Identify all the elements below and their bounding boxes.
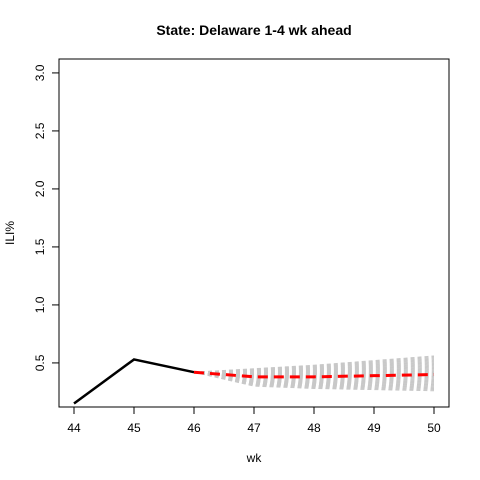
y-tick-label: 0.5 (33, 354, 47, 371)
ensemble-line (193, 365, 435, 375)
plot-frame (58, 58, 450, 408)
ensemble-line (193, 371, 435, 383)
ensemble-line (193, 359, 435, 373)
ensemble-line (193, 371, 435, 381)
ensemble-line (193, 359, 435, 373)
y-tick-label: 1.5 (33, 238, 47, 255)
x-tick-label: 49 (367, 421, 381, 435)
ensemble-line (193, 362, 435, 373)
ensemble-line (193, 358, 435, 373)
ensemble-line (193, 371, 435, 390)
ensemble-line (193, 371, 435, 386)
median-line (193, 370, 435, 379)
ensemble-line (193, 371, 435, 392)
y-tick-label: 2.0 (33, 180, 47, 197)
ensemble-line (193, 361, 435, 373)
y-tick-label: 3.0 (33, 64, 47, 81)
ensemble-line (193, 371, 435, 389)
x-tick-label: 46 (187, 421, 201, 435)
ensemble-line (193, 371, 435, 382)
ensemble-line (193, 364, 435, 374)
ensemble-line (193, 366, 435, 375)
observed-line (73, 358, 195, 405)
x-tick-label: 47 (247, 421, 261, 435)
ensemble-line (193, 371, 435, 386)
ensemble-line (193, 371, 435, 391)
x-axis: 44 45 46 47 48 49 50 (67, 406, 441, 435)
median-series (193, 370, 435, 379)
y-axis-label: ILI% (3, 221, 17, 245)
ensemble-line (193, 371, 435, 387)
y-tick-label: 2.5 (33, 122, 47, 139)
x-tick-label: 48 (307, 421, 321, 435)
ensemble-line (193, 371, 435, 381)
y-axis: 0.5 1.0 1.5 2.0 2.5 3.0 (33, 64, 60, 371)
x-tick-label: 45 (127, 421, 141, 435)
ensemble-line (193, 363, 435, 374)
x-tick-label: 50 (427, 421, 441, 435)
chart-title: State: Delaware 1-4 wk ahead (156, 22, 351, 38)
ensemble-line (193, 357, 435, 373)
x-axis-label: wk (246, 451, 263, 465)
ensemble-line (193, 356, 435, 373)
x-tick-label: 44 (67, 421, 81, 435)
ensemble-line (193, 371, 435, 388)
ensemble-line (193, 367, 435, 376)
ensemble-line (193, 371, 435, 380)
ensemble-line (193, 371, 435, 384)
ensemble-line (193, 371, 435, 383)
ensemble-line (193, 360, 435, 373)
ensemble-line (193, 371, 435, 382)
ensemble-line (193, 367, 435, 376)
ensemble-line (193, 355, 435, 373)
y-tick-label: 1.0 (33, 296, 47, 313)
observed-series (73, 358, 195, 405)
ensemble-line (193, 369, 435, 377)
ensemble-line (193, 368, 435, 376)
ensemble-lines (193, 355, 435, 392)
ensemble-line (193, 371, 435, 385)
